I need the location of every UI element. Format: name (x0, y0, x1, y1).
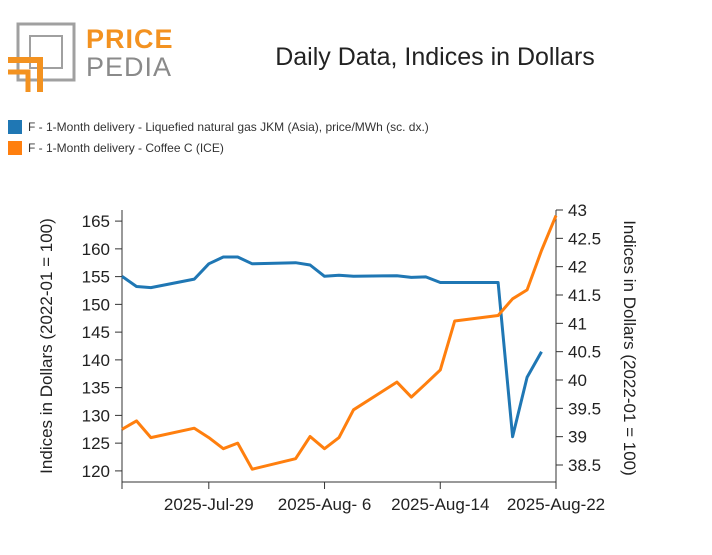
y-tick-label-left: 120 (82, 462, 110, 481)
logo-word-pedia: PEDIA (86, 52, 173, 82)
y-tick-label-left: 165 (82, 212, 110, 231)
chart-legend: F - 1-Month delivery - Liquefied natural… (8, 117, 429, 159)
y-tick-label-left: 130 (82, 406, 110, 425)
y-tick-label-right: 38.5 (568, 456, 601, 475)
x-tick-label: 2025-Aug- 6 (278, 495, 372, 514)
y-tick-label-right: 43 (568, 201, 587, 220)
y-tick-label-right: 40 (568, 371, 587, 390)
pricepedia-logo: PRICE PEDIA (8, 22, 173, 94)
y-tick-label-right: 41.5 (568, 286, 601, 305)
series-line-lng (121, 255, 543, 439)
y-tick-label-right: 42 (568, 258, 587, 277)
logo-mark-icon (8, 22, 76, 92)
y-axis-title-left: Indices in Dollars (2022-01 = 100) (37, 218, 56, 474)
x-tick-label: 2025-Aug-22 (507, 495, 605, 514)
legend-item-coffee[interactable]: F - 1-Month delivery - Coffee C (ICE) (8, 138, 429, 158)
y-axis-title-right: Indices in Dollars (2022-01 = 100) (620, 220, 639, 476)
y-tick-label-left: 140 (82, 351, 110, 370)
y-tick-label-right: 39.5 (568, 399, 601, 418)
y-tick-label-right: 40.5 (568, 343, 601, 362)
chart-title: Daily Data, Indices in Dollars (275, 43, 595, 71)
y-tick-label-left: 135 (82, 379, 110, 398)
logo-word-price: PRICE (86, 24, 174, 54)
y-tick-label-left: 160 (82, 240, 110, 259)
legend-swatch-lng (8, 120, 22, 134)
legend-label-lng: F - 1-Month delivery - Liquefied natural… (28, 120, 429, 134)
y-tick-label-left: 150 (82, 295, 110, 314)
legend-label-coffee: F - 1-Month delivery - Coffee C (ICE) (28, 141, 224, 155)
x-tick-label: 2025-Aug-14 (391, 495, 489, 514)
y-tick-label-right: 42.5 (568, 229, 601, 248)
y-tick-label-left: 145 (82, 323, 110, 342)
legend-swatch-coffee (8, 141, 22, 155)
x-tick-label: 2025-Jul-29 (164, 495, 254, 514)
y-tick-label-right: 41 (568, 314, 587, 333)
series-line-coffee (121, 215, 558, 471)
legend-item-lng[interactable]: F - 1-Month delivery - Liquefied natural… (8, 117, 429, 137)
y-tick-label-left: 125 (82, 434, 110, 453)
y-tick-label-left: 155 (82, 268, 110, 287)
y-tick-label-right: 39 (568, 428, 587, 447)
